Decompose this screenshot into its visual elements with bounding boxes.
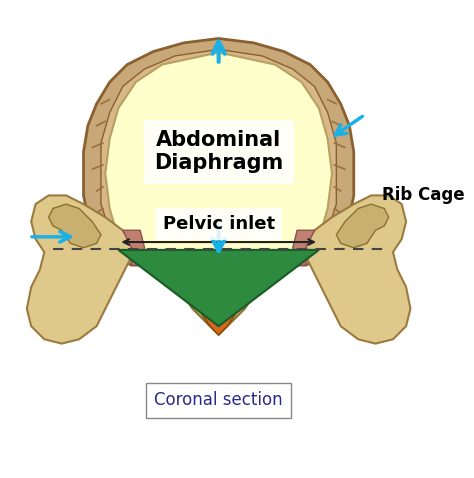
Polygon shape: [123, 230, 145, 265]
Text: Pelvic inlet: Pelvic inlet: [163, 215, 275, 233]
Polygon shape: [118, 250, 319, 326]
Text: Coronal section: Coronal section: [155, 391, 283, 409]
Text: Rib Cage: Rib Cage: [382, 186, 465, 205]
Polygon shape: [49, 204, 101, 248]
Polygon shape: [83, 39, 354, 265]
Polygon shape: [166, 256, 271, 335]
Polygon shape: [27, 196, 131, 344]
Polygon shape: [101, 49, 337, 265]
Polygon shape: [175, 265, 262, 335]
Polygon shape: [306, 196, 410, 344]
Polygon shape: [293, 230, 315, 265]
Polygon shape: [105, 53, 332, 263]
Text: Abdominal
Diaphragm: Abdominal Diaphragm: [154, 130, 283, 174]
Polygon shape: [337, 204, 389, 248]
